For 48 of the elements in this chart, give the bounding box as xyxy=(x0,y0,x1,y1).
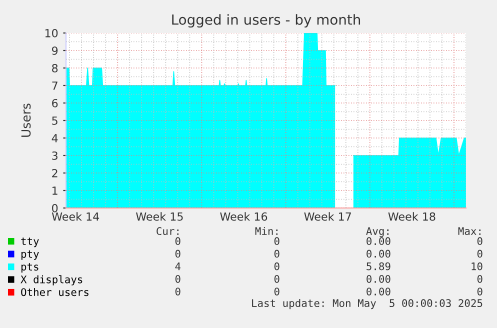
text: 0 xyxy=(175,237,180,246)
text: 0.00 xyxy=(366,288,390,296)
text: Min: xyxy=(255,226,278,235)
text: Last update: Mon May 5 00:00:03 2025 xyxy=(252,298,482,310)
x-tick-label: Week 15 xyxy=(136,212,183,221)
y-tick-label: 4 xyxy=(52,134,58,142)
y-tick-label: 7 xyxy=(52,82,58,90)
y-tick-label: 9 xyxy=(52,46,58,55)
text: 0.00 xyxy=(366,274,390,283)
y-tick-label: 6 xyxy=(52,98,58,108)
chart-title: Logged in users - by month xyxy=(172,14,360,28)
text: 0 xyxy=(477,237,482,246)
text: 0 xyxy=(175,250,180,258)
legend-label: pty xyxy=(21,250,39,260)
text: 10 xyxy=(472,262,482,270)
y-axis-title: Users xyxy=(21,104,31,137)
y-tick-label: 3 xyxy=(52,151,58,160)
x-tick-label: Week 16 xyxy=(220,212,268,221)
text: 4 xyxy=(175,262,180,270)
text: 0.00 xyxy=(366,237,390,246)
legend-label: tty xyxy=(21,238,39,248)
legend-label: X displays xyxy=(20,275,82,286)
text: 0 xyxy=(477,288,482,296)
text: 0 xyxy=(175,288,180,296)
y-tick-label: 8 xyxy=(52,64,58,72)
text: 5.89 xyxy=(366,262,390,270)
text: 0 xyxy=(274,250,280,258)
text: Max: xyxy=(458,227,480,236)
x-tick-label: Week 14 xyxy=(52,212,100,221)
legend-label: Other users xyxy=(21,288,88,296)
y-tick-label: 2 xyxy=(52,168,58,178)
text: 0 xyxy=(274,288,280,296)
text: Avg: xyxy=(366,227,388,238)
text: 0 xyxy=(274,274,280,283)
x-tick-label: Week 17 xyxy=(304,212,351,221)
text: 0 xyxy=(477,274,482,283)
text: 0 xyxy=(477,250,482,258)
text: 0 xyxy=(274,262,280,270)
y-tick-label: 1 xyxy=(52,186,58,195)
text: 0 xyxy=(175,274,180,283)
y-tick-label: 5 xyxy=(52,116,58,125)
y-tick-label: 0 xyxy=(52,204,58,212)
legend-label: pts xyxy=(21,263,38,273)
text: Cur: xyxy=(156,227,178,236)
text: 0.00 xyxy=(366,250,390,258)
text: 0 xyxy=(274,237,280,246)
x-tick-label: Week 18 xyxy=(388,212,436,221)
y-tick-label: 10 xyxy=(45,28,58,38)
